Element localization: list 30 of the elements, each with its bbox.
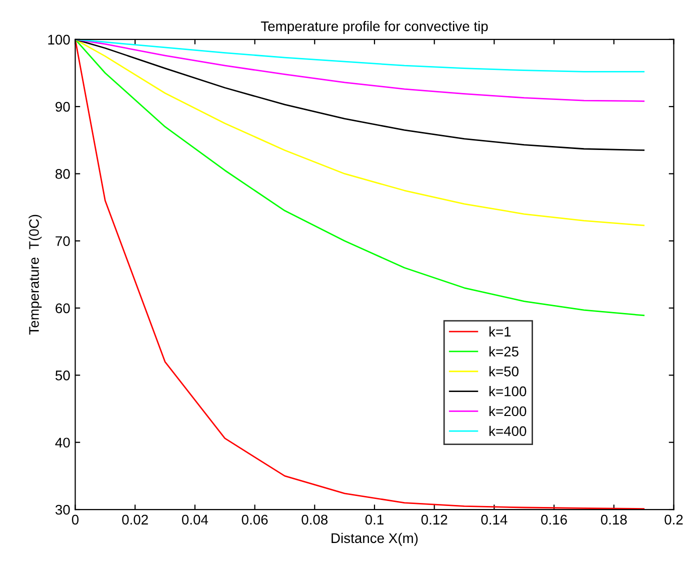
y-tick-label: 30 [55,504,70,515]
x-tick-label: 0.16 [541,514,567,525]
y-tick-label: 80 [56,169,70,179]
x-tick-label: 0.2 [664,514,683,525]
line-series [75,39,645,102]
x-axis-title: Distance X(m) [332,532,418,546]
x-tick-label: 0.1 [365,514,384,525]
x-tick-label: 0.04 [182,514,208,525]
chart-title: Temperature profile for convective tip [260,21,488,34]
x-tick-label: 0.12 [421,514,448,525]
y-axis-title: Temperature T(0C) [28,214,42,335]
y-tick-label: 70 [56,236,70,246]
legend-label: k=200 [489,406,526,416]
x-tick-label: 0.08 [302,514,328,525]
y-tick-label: 40 [55,438,70,448]
legend-label: k=100 [489,386,526,396]
x-tick-label: 0.02 [122,514,148,525]
y-tick-label: 90 [56,102,70,112]
y-tick-label: 50 [55,370,70,380]
x-tick-label: 0.18 [600,514,627,525]
y-tick-label: 100 [48,34,70,45]
x-tick-label: 0 [72,514,79,525]
x-tick-label: 0.06 [242,514,268,525]
legend-label: k=400 [489,426,526,436]
legend-label: k=1 [489,326,511,336]
y-tick-label: 60 [56,303,70,314]
legend-label: k=25 [489,346,518,356]
x-tick-label: 0.14 [481,514,508,525]
legend-label: k=50 [489,366,518,376]
line-series [75,39,645,72]
